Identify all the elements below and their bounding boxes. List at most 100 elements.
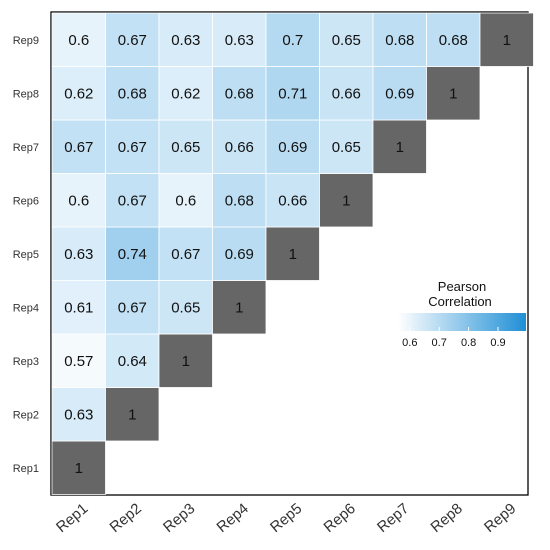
cell-label-rep5-rep7: 0.69: [278, 139, 307, 156]
cell-label-rep5-rep9: 0.7: [282, 32, 303, 49]
cell-label-rep6-rep7: 0.65: [332, 139, 361, 156]
cell-label-rep1-rep5: 0.63: [64, 246, 93, 263]
x-axis-ticks: Rep1 Rep2 Rep3 Rep4 Rep5 Rep6 Rep7 Rep8 Rep9: [53, 500, 519, 536]
cell-label-rep4-rep8: 0.68: [225, 85, 254, 102]
cell-label-rep2-rep4: 0.67: [118, 299, 147, 316]
cell-label-rep3-rep5: 0.67: [171, 246, 200, 263]
cell-label-rep7-rep9: 0.68: [385, 32, 414, 49]
heatmap-cell-rep1-rep4: [51, 280, 106, 335]
heatmap-cell-rep8-rep9: [426, 12, 481, 67]
cell-label-rep4-rep9: 0.63: [225, 32, 254, 49]
heatmap-cell-rep1-rep8: [51, 66, 106, 121]
cell-label-rep6-rep9: 0.65: [332, 32, 361, 49]
cell-label-rep2-rep6: 0.67: [118, 192, 147, 209]
legend-tick-label: 0.7: [432, 337, 447, 349]
x-tick-rep1: Rep1: [53, 500, 91, 536]
legend-tick-label: 0.6: [402, 337, 417, 349]
y-tick-rep9: Rep9: [13, 35, 39, 47]
cell-label-rep1-rep7: 0.67: [64, 139, 93, 156]
legend-tick-label: 0.9: [490, 337, 505, 349]
x-tick-rep4: Rep4: [213, 500, 251, 536]
heatmap-cell-rep3-rep8: [158, 66, 213, 121]
legend-title-line-1: Pearson: [438, 279, 486, 294]
y-tick-rep7: Rep7: [13, 142, 39, 154]
y-tick-rep4: Rep4: [13, 302, 39, 314]
heatmap-cell-rep1-rep9: [51, 12, 106, 67]
heatmap-cell-rep1-rep3: [51, 333, 106, 388]
cell-label-rep1-rep2: 0.63: [64, 406, 93, 423]
cell-label-rep2-rep5: 0.74: [118, 246, 147, 263]
cell-label-rep4-rep4: 1: [235, 299, 243, 316]
cell-label-rep1-rep8: 0.62: [64, 85, 93, 102]
cell-label-rep3-rep3: 1: [182, 353, 190, 370]
cell-label-rep1-rep3: 0.57: [64, 353, 93, 370]
cell-label-rep3-rep7: 0.65: [171, 139, 200, 156]
x-tick-rep6: Rep6: [320, 500, 358, 536]
heatmap-cell-rep2-rep5: [105, 226, 160, 281]
cell-label-rep9-rep9: 1: [503, 32, 511, 49]
heatmap-cell-rep2-rep3: [105, 333, 160, 388]
heatmap-cell-rep6-rep7: [319, 119, 374, 174]
cell-label-rep1-rep9: 0.6: [68, 32, 89, 49]
heatmap-cell-rep2-rep4: [105, 280, 160, 335]
heatmap-cell-rep7-rep8: [372, 66, 427, 121]
heatmap-cell-rep3-rep3: [158, 333, 213, 388]
x-tick-rep2: Rep2: [106, 500, 144, 536]
heatmap-cell-rep5-rep9: [265, 12, 320, 67]
heatmap-cell-rep4-rep4: [212, 280, 267, 335]
heatmap-cell-rep1-rep7: [51, 119, 106, 174]
cell-label-rep6-rep8: 0.66: [332, 85, 361, 102]
heatmap-cell-rep3-rep6: [158, 173, 213, 228]
heatmap-cell-rep3-rep5: [158, 226, 213, 281]
heatmap-cell-rep1-rep2: [51, 387, 106, 442]
plot-border: [50, 11, 529, 496]
cell-label-rep4-rep7: 0.66: [225, 139, 254, 156]
heatmap-cell-rep9-rep9: [479, 12, 534, 67]
heatmap-cell-rep3-rep9: [158, 12, 213, 67]
cell-label-rep8-rep9: 0.68: [439, 32, 468, 49]
cell-label-rep3-rep8: 0.62: [171, 85, 200, 102]
x-tick-rep5: Rep5: [267, 500, 305, 536]
heatmap-cell-rep5-rep5: [265, 226, 320, 281]
cell-label-rep7-rep7: 1: [396, 139, 404, 156]
heatmap-cell-rep7-rep9: [372, 12, 427, 67]
cell-label-rep2-rep3: 0.64: [118, 353, 147, 370]
heatmap-cell-rep1-rep5: [51, 226, 106, 281]
y-tick-rep5: Rep5: [13, 249, 39, 261]
cell-label-rep1-rep6: 0.6: [68, 192, 89, 209]
cell-label-rep3-rep9: 0.63: [171, 32, 200, 49]
heatmap-cells: [51, 12, 534, 495]
heatmap-cell-rep3-rep4: [158, 280, 213, 335]
heatmap-cell-rep4-rep7: [212, 119, 267, 174]
heatmap-cell-rep7-rep7: [372, 119, 427, 174]
heatmap-cell-labels: 1 0.63 1 0.57 0.64 1 0.6 1 0.67 0.65 1 0.63 0.74 0.67…: [64, 32, 511, 477]
heatmap-cell-rep2-rep8: [105, 66, 160, 121]
heatmap-cell-rep4-rep5: [212, 226, 267, 281]
heatmap-cell-rep4-rep9: [212, 12, 267, 67]
y-tick-rep3: Rep3: [13, 356, 39, 368]
legend-tick-label: 0.8: [461, 337, 476, 349]
cell-label-rep3-rep4: 0.65: [171, 299, 200, 316]
x-tick-rep7: Rep7: [374, 500, 412, 536]
cell-label-rep6-rep6: 1: [342, 192, 350, 209]
cell-label-rep2-rep7: 0.67: [118, 139, 147, 156]
cell-label-rep3-rep6: 0.6: [175, 192, 196, 209]
cell-label-rep4-rep5: 0.69: [225, 246, 254, 263]
y-tick-rep6: Rep6: [13, 195, 39, 207]
cell-label-rep1-rep1: 1: [75, 460, 83, 477]
cell-label-rep4-rep6: 0.68: [225, 192, 254, 209]
cell-label-rep2-rep9: 0.67: [118, 32, 147, 49]
heatmap-cell-rep4-rep6: [212, 173, 267, 228]
y-tick-rep1: Rep1: [13, 463, 39, 475]
y-tick-rep2: Rep2: [13, 409, 39, 421]
x-tick-rep9: Rep9: [481, 500, 519, 536]
legend-color-bar: [398, 313, 526, 331]
y-axis-ticks: Rep1 Rep2 Rep3 Rep4 Rep5 Rep6 Rep7 Rep8 Rep9: [13, 35, 39, 475]
cell-label-rep8-rep8: 1: [449, 85, 457, 102]
legend: Pearson Correlation 0.6 0.7 0.8 0.9: [398, 279, 526, 349]
cell-label-rep2-rep2: 1: [128, 406, 136, 423]
cell-label-rep5-rep8: 0.71: [278, 85, 307, 102]
x-tick-rep3: Rep3: [160, 500, 198, 536]
legend-title-line-2: Correlation: [428, 294, 492, 309]
heatmap-cell-rep6-rep9: [319, 12, 374, 67]
